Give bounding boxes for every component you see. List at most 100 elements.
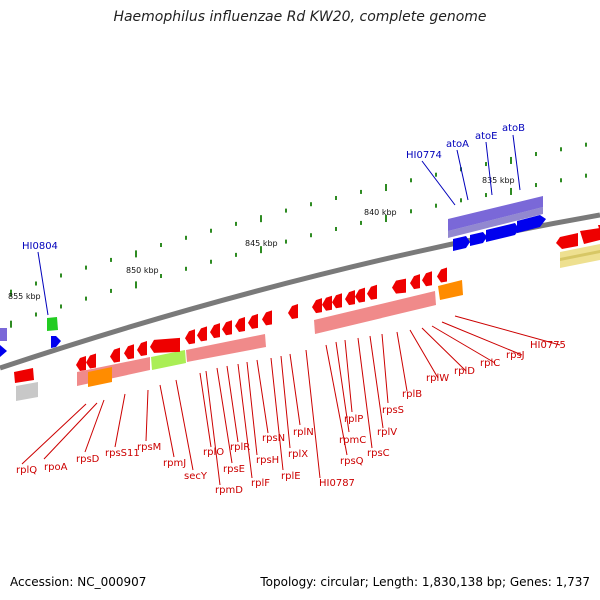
tick-mark bbox=[585, 173, 587, 178]
gene-label-rpmj: rpmJ bbox=[163, 458, 186, 469]
leader-line bbox=[325, 344, 348, 456]
gene-label-rplv: rplV bbox=[377, 427, 397, 438]
tick-mark bbox=[60, 304, 62, 309]
leader-line bbox=[246, 361, 258, 456]
cds-reverse bbox=[86, 353, 96, 369]
cds-reverse bbox=[332, 293, 342, 309]
leader-line bbox=[37, 251, 49, 316]
leader-line bbox=[256, 359, 269, 434]
tick-mark bbox=[435, 203, 437, 208]
leader-line bbox=[175, 379, 194, 471]
tick-mark bbox=[410, 209, 412, 214]
reverse-cds-row bbox=[76, 267, 447, 371]
tick-mark bbox=[285, 239, 287, 244]
gene-label-rpsh: rpsH bbox=[256, 455, 279, 466]
leader-line bbox=[335, 341, 350, 433]
leader-line bbox=[226, 365, 239, 443]
cds-reverse bbox=[110, 347, 120, 363]
tick-mark bbox=[110, 257, 112, 262]
gene-label-secy: secY bbox=[184, 471, 208, 482]
cds-reverse bbox=[437, 267, 447, 283]
cds-reverse bbox=[76, 356, 86, 371]
cds-reverse bbox=[367, 284, 377, 300]
cds-reverse bbox=[197, 326, 207, 342]
gene-label-rplp: rplP bbox=[344, 414, 363, 425]
tick-mark bbox=[360, 220, 362, 225]
reverse-feature-band bbox=[77, 280, 463, 387]
tick-mark bbox=[235, 252, 237, 257]
cds-forward bbox=[486, 223, 519, 242]
leader-line bbox=[357, 337, 373, 449]
map-title: Haemophilus influenzae Rd KW20, complete… bbox=[113, 9, 487, 25]
gene-label-hi0787: HI0787 bbox=[319, 478, 355, 489]
tick-mark bbox=[260, 246, 262, 254]
leader-line bbox=[431, 325, 496, 364]
tick-mark bbox=[310, 233, 312, 238]
leader-line bbox=[454, 315, 561, 346]
cds-reverse bbox=[248, 313, 258, 329]
scale-label-840: 840 kbp bbox=[364, 208, 397, 217]
scale-label-845: 845 kbp bbox=[245, 239, 278, 248]
gene-label-rplx: rplX bbox=[288, 449, 308, 460]
leader-line bbox=[485, 141, 493, 196]
leader-line bbox=[21, 403, 87, 465]
tick-mark bbox=[535, 183, 537, 188]
gene-label-rplb: rplB bbox=[402, 389, 422, 400]
leader-line bbox=[381, 333, 389, 404]
leader-line bbox=[237, 363, 253, 479]
cds-reverse bbox=[150, 337, 180, 353]
gene-label-rplq: rplQ bbox=[16, 465, 37, 476]
leader-line bbox=[159, 384, 175, 458]
leader-line bbox=[84, 399, 105, 453]
tick-mark bbox=[10, 320, 12, 328]
gene-label-rpsd: rpsD bbox=[76, 454, 100, 465]
cds-reverse bbox=[14, 368, 34, 383]
tick-mark bbox=[385, 215, 387, 223]
leader-line bbox=[43, 402, 98, 460]
leader-line bbox=[344, 339, 353, 413]
cds-forward bbox=[51, 336, 61, 348]
reverse-labels: HI0775rpsJrplCrplDrplWrplBrpsSrplVrpsCrp… bbox=[16, 340, 566, 496]
gene-label-rplr: rplR bbox=[230, 442, 250, 453]
scale-labels: 835 kbp 840 kbp 845 kbp 850 kbp 855 kbp bbox=[8, 176, 515, 301]
forward-feature-bar bbox=[448, 196, 543, 231]
cds-reverse bbox=[392, 278, 406, 294]
gene-label-rplf: rplF bbox=[251, 478, 270, 489]
tick-mark bbox=[285, 208, 287, 213]
leader-line bbox=[205, 370, 221, 486]
tick-mark bbox=[435, 172, 437, 177]
tick-mark bbox=[560, 178, 562, 183]
leader-line bbox=[216, 367, 233, 464]
tick-mark bbox=[135, 281, 137, 289]
tick-mark bbox=[35, 312, 37, 317]
accession-text: Accession: NC_000907 bbox=[10, 575, 147, 589]
tick-mark bbox=[510, 187, 512, 195]
gene-label-atob: atoB bbox=[502, 123, 525, 134]
tick-mark bbox=[110, 288, 112, 293]
cds-forward bbox=[517, 215, 546, 233]
right-edge-features bbox=[556, 225, 600, 268]
cds-reverse bbox=[210, 323, 220, 339]
tick-mark bbox=[85, 265, 87, 270]
tick-mark bbox=[560, 147, 562, 152]
gene-label-rplc: rplC bbox=[480, 358, 500, 369]
leader-line bbox=[396, 331, 408, 392]
genome-backbone bbox=[0, 212, 600, 371]
tick-mark bbox=[360, 189, 362, 194]
leader-line bbox=[305, 349, 321, 479]
tick-mark bbox=[185, 266, 187, 271]
gene-label-rplw: rplW bbox=[426, 373, 449, 384]
tick-mark bbox=[235, 221, 237, 226]
cds-reverse bbox=[288, 304, 298, 320]
scale-label-835: 835 kbp bbox=[482, 176, 515, 185]
tick-mark bbox=[60, 273, 62, 278]
tick-mark bbox=[585, 142, 587, 147]
feature-bar-orange bbox=[88, 367, 112, 387]
gene-label-rpln: rplN bbox=[293, 427, 314, 438]
gene-label-rpse: rpsE bbox=[223, 464, 245, 475]
forward-feature-band bbox=[448, 196, 546, 251]
gene-label-rpsq: rpsQ bbox=[340, 456, 364, 467]
cds-forward bbox=[453, 236, 470, 251]
feature-bar-gray bbox=[16, 382, 38, 401]
